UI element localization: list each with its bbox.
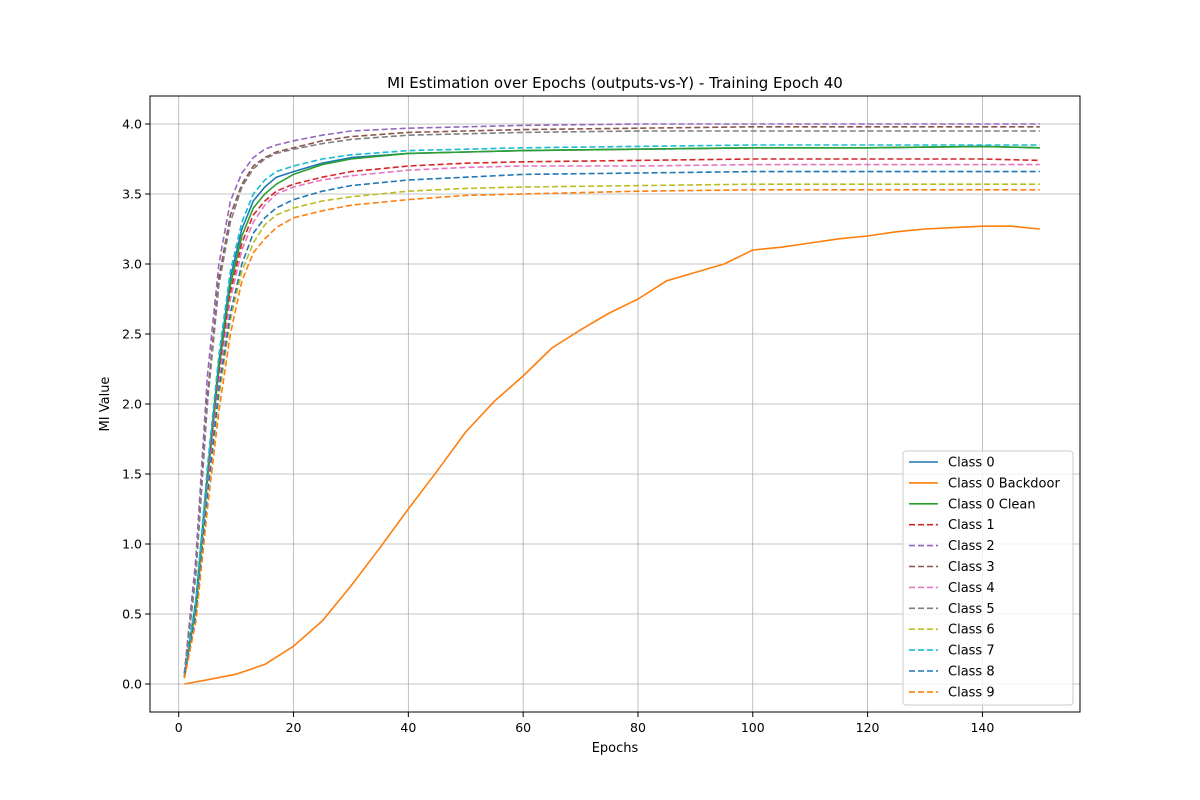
series-line-4 (183, 123, 1040, 673)
x-tick-label: 60 (515, 720, 531, 735)
x-tick-label: 0 (175, 720, 183, 735)
legend-box (902, 450, 1074, 706)
legend-label: Class 7 (948, 644, 995, 659)
legend-label: Class 6 (948, 623, 995, 638)
legend: Class 0 Class 0 Backdoor Class 0 Clean Clas… (902, 450, 1074, 706)
legend-label: Class 4 (948, 581, 995, 596)
legend-label: Class 0 (948, 456, 995, 471)
legend-label: Class 2 (948, 539, 995, 554)
legend-label: Class 1 (948, 518, 995, 533)
legend-label: Class 3 (948, 560, 995, 575)
y-tick-label: 2.0 (122, 397, 142, 412)
legend-label: Class 0 Backdoor (948, 476, 1060, 491)
series-line-2 (183, 145, 1040, 678)
legend-label: Class 0 Clean (948, 497, 1036, 512)
series-line-1 (184, 225, 1040, 685)
y-tick-label: 4.0 (122, 117, 142, 132)
legend-label: Class 5 (948, 602, 995, 617)
series-line-10 (183, 170, 1040, 678)
x-tick-label: 80 (630, 720, 646, 735)
x-tick-label: 100 (741, 720, 765, 735)
series-line-6 (183, 163, 1040, 678)
chart-title: MI Estimation over Epochs (outputs-vs-Y)… (387, 74, 843, 92)
y-tick-label: 1.0 (122, 537, 142, 552)
x-tick-label: 40 (400, 720, 416, 735)
y-tick-label: 0.0 (122, 677, 142, 692)
legend-label: Class 9 (948, 685, 995, 700)
y-tick-label: 0.5 (122, 607, 142, 622)
y-tick-label: 2.5 (122, 327, 142, 342)
series-line-8 (183, 183, 1040, 678)
x-tick-label: 20 (286, 720, 302, 735)
y-tick-label: 3.5 (122, 187, 142, 202)
series-layer (183, 123, 1040, 685)
series-line-5 (183, 126, 1040, 675)
x-axis-label: Epochs (592, 741, 639, 756)
x-axis: 0 20 40 60 80 100 120 140 (175, 712, 994, 735)
legend-label: Class 8 (948, 665, 995, 680)
series-line-9 (183, 144, 1040, 678)
series-line-11 (183, 189, 1040, 679)
y-axis: 0.0 0.5 1.0 1.5 2.0 2.5 3.0 3.5 4.0 (122, 117, 150, 692)
x-tick-label: 140 (970, 720, 994, 735)
x-tick-label: 120 (856, 720, 880, 735)
y-axis-label: MI Value (98, 377, 113, 432)
y-tick-label: 3.0 (122, 257, 142, 272)
series-line-3 (183, 158, 1040, 678)
series-line-7 (183, 130, 1040, 675)
y-tick-label: 1.5 (122, 467, 142, 482)
